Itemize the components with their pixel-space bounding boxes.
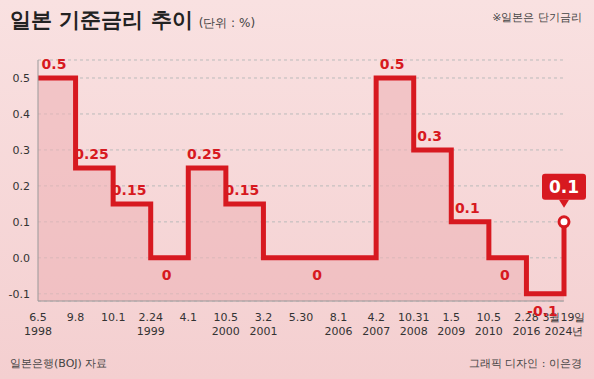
svg-text:0.2: 0.2 [13, 180, 31, 193]
svg-text:0: 0 [500, 267, 510, 283]
svg-text:0.4: 0.4 [13, 108, 31, 121]
html-text:일본 기준금리 추이 (단위 : %): 일본 기준금리 추이 (단위 : %) [10, 8, 256, 32]
svg-text:0.1: 0.1 [549, 177, 579, 197]
html-text:2024년: 2024년 [544, 325, 584, 338]
svg-text:-0.1: -0.1 [9, 288, 30, 301]
svg-text:-0.1: -0.1 [527, 303, 558, 319]
svg-text:0.5: 0.5 [13, 72, 31, 85]
svg-text:5.30: 5.30 [289, 311, 314, 324]
svg-text:0.1: 0.1 [455, 200, 480, 216]
svg-text:0.15: 0.15 [112, 182, 147, 198]
svg-text:0.0: 0.0 [13, 252, 31, 265]
svg-text:0.25: 0.25 [74, 146, 109, 162]
html-text:일본은행(BOJ) 자료: 일본은행(BOJ) 자료 [10, 357, 108, 370]
html-text:2016: 2016 [512, 325, 541, 338]
svg-text:10.1: 10.1 [101, 311, 126, 324]
svg-text:0.3: 0.3 [13, 144, 31, 157]
svg-text:0.15: 0.15 [225, 182, 260, 198]
svg-text:0: 0 [162, 267, 172, 283]
svg-text:10.312008: 10.312008 [398, 311, 430, 338]
svg-text:6.51998: 6.51998 [24, 311, 52, 338]
svg-text:0: 0 [312, 267, 322, 283]
svg-text:0.5: 0.5 [42, 56, 67, 72]
html-text:그래픽 디자인 : 이은경: 그래픽 디자인 : 이은경 [468, 357, 582, 370]
svg-text:8.12006: 8.12006 [325, 311, 353, 338]
svg-text:4.1: 4.1 [180, 311, 198, 324]
svg-text:0.3: 0.3 [417, 128, 442, 144]
svg-text:10.52010: 10.52010 [475, 311, 503, 338]
html-text:3월19일: 3월19일 [542, 311, 586, 324]
svg-text:9.8: 9.8 [67, 311, 85, 324]
svg-text:0.25: 0.25 [187, 146, 222, 162]
html-text:2.28: 2.28 [514, 311, 539, 324]
svg-text:2.241999: 2.241999 [137, 311, 165, 338]
svg-text:1.52009: 1.52009 [437, 311, 465, 338]
svg-text:4.22007: 4.22007 [362, 311, 390, 338]
svg-text:3.22001: 3.22001 [249, 311, 277, 338]
svg-text:10.52000: 10.52000 [212, 311, 240, 338]
html-text:※일본은 단기금리: ※일본은 단기금리 [492, 11, 582, 24]
svg-text:0.5: 0.5 [380, 56, 405, 72]
svg-text:0.1: 0.1 [13, 216, 31, 229]
